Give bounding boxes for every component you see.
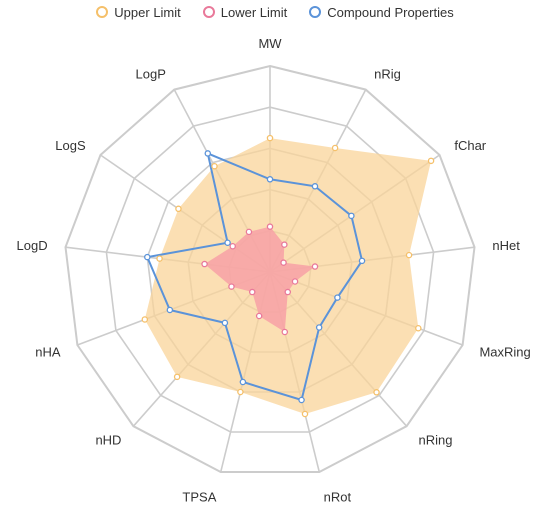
grid-ring (64, 64, 476, 474)
compound-properties-point (221, 319, 229, 327)
compound-properties-point (224, 239, 231, 246)
lower-limit-point (248, 288, 256, 296)
lower-limit-point (281, 328, 289, 336)
axis-label-nring: nRing (419, 433, 453, 448)
upper-limit-point (331, 144, 339, 152)
legend-item-lower-limit[interactable]: Lower Limit (202, 4, 288, 20)
lower-limit-point (255, 312, 263, 320)
lower-limit-point (229, 243, 236, 250)
axis-label-nhet: nHet (492, 238, 520, 253)
lower-limit-point (281, 241, 288, 248)
axis-label-nrig: nRig (374, 67, 401, 82)
axis-label-logd: LogD (17, 238, 48, 253)
upper-limit-point (237, 388, 244, 396)
lower-limit-legend-icon (202, 6, 215, 18)
upper-limit-point (211, 162, 218, 170)
upper-limit-point (373, 389, 380, 396)
compound-properties-legend-icon (309, 6, 322, 18)
compound-properties-point (166, 306, 174, 314)
upper-limit-legend-icon (96, 6, 109, 18)
axis-label-logs: LogS (55, 138, 86, 153)
lower-limit-point (201, 260, 208, 268)
legend-label-compound-properties: Compound Properties (327, 4, 454, 20)
compound-properties-point (144, 253, 151, 261)
axis-label-mw: MW (258, 36, 282, 51)
lower-limit-point (245, 228, 253, 236)
upper-limit-point (301, 410, 309, 418)
lower-limit-point (228, 283, 235, 290)
lower-limit-point (266, 223, 274, 230)
upper-limit-point (415, 324, 422, 332)
upper-limit-point (266, 134, 274, 142)
legend-label-lower-limit: Lower Limit (220, 4, 288, 20)
compound-properties-point (204, 150, 212, 157)
lower-limit-area (204, 226, 315, 333)
lower-limit-point (311, 263, 319, 270)
axis-label-logp: LogP (136, 67, 166, 82)
compound-properties-point (311, 183, 319, 190)
compound-properties-point (266, 176, 274, 183)
compound-properties-point (239, 378, 247, 386)
upper-limit-point (173, 373, 181, 381)
legend-item-upper-limit[interactable]: Upper Limit (96, 4, 181, 20)
compound-properties-point (348, 212, 355, 220)
axis-label-tpsa: TPSA (182, 489, 216, 504)
lower-limit-point (284, 288, 292, 296)
compound-properties-point (315, 324, 323, 331)
axis-label-nha: nHA (35, 344, 61, 359)
compound-properties-line (145, 151, 364, 402)
compound-properties-point (298, 396, 305, 404)
compound-properties-point (334, 294, 341, 301)
lower-limit-point (280, 259, 287, 266)
upper-limit-point (405, 251, 413, 259)
upper-limit-point (175, 205, 182, 213)
upper-limit-point (427, 157, 435, 165)
axis-label-fchar: fChar (454, 138, 486, 153)
compound-properties-point (358, 257, 366, 265)
lower-limit-point (291, 278, 299, 285)
axis-label-maxring: MaxRing (479, 344, 530, 359)
legend-label-upper-limit: Upper Limit (114, 4, 181, 20)
axis-label-nhd: nHD (95, 433, 121, 448)
upper-limit-point (141, 316, 149, 323)
legend-item-compound-properties[interactable]: Compound Properties (309, 4, 454, 20)
chart-legend: Upper Limit Lower Limit Compound Propert… (0, 2, 550, 22)
upper-limit-point (156, 255, 163, 262)
axis-label-nrot: nRot (324, 489, 352, 504)
